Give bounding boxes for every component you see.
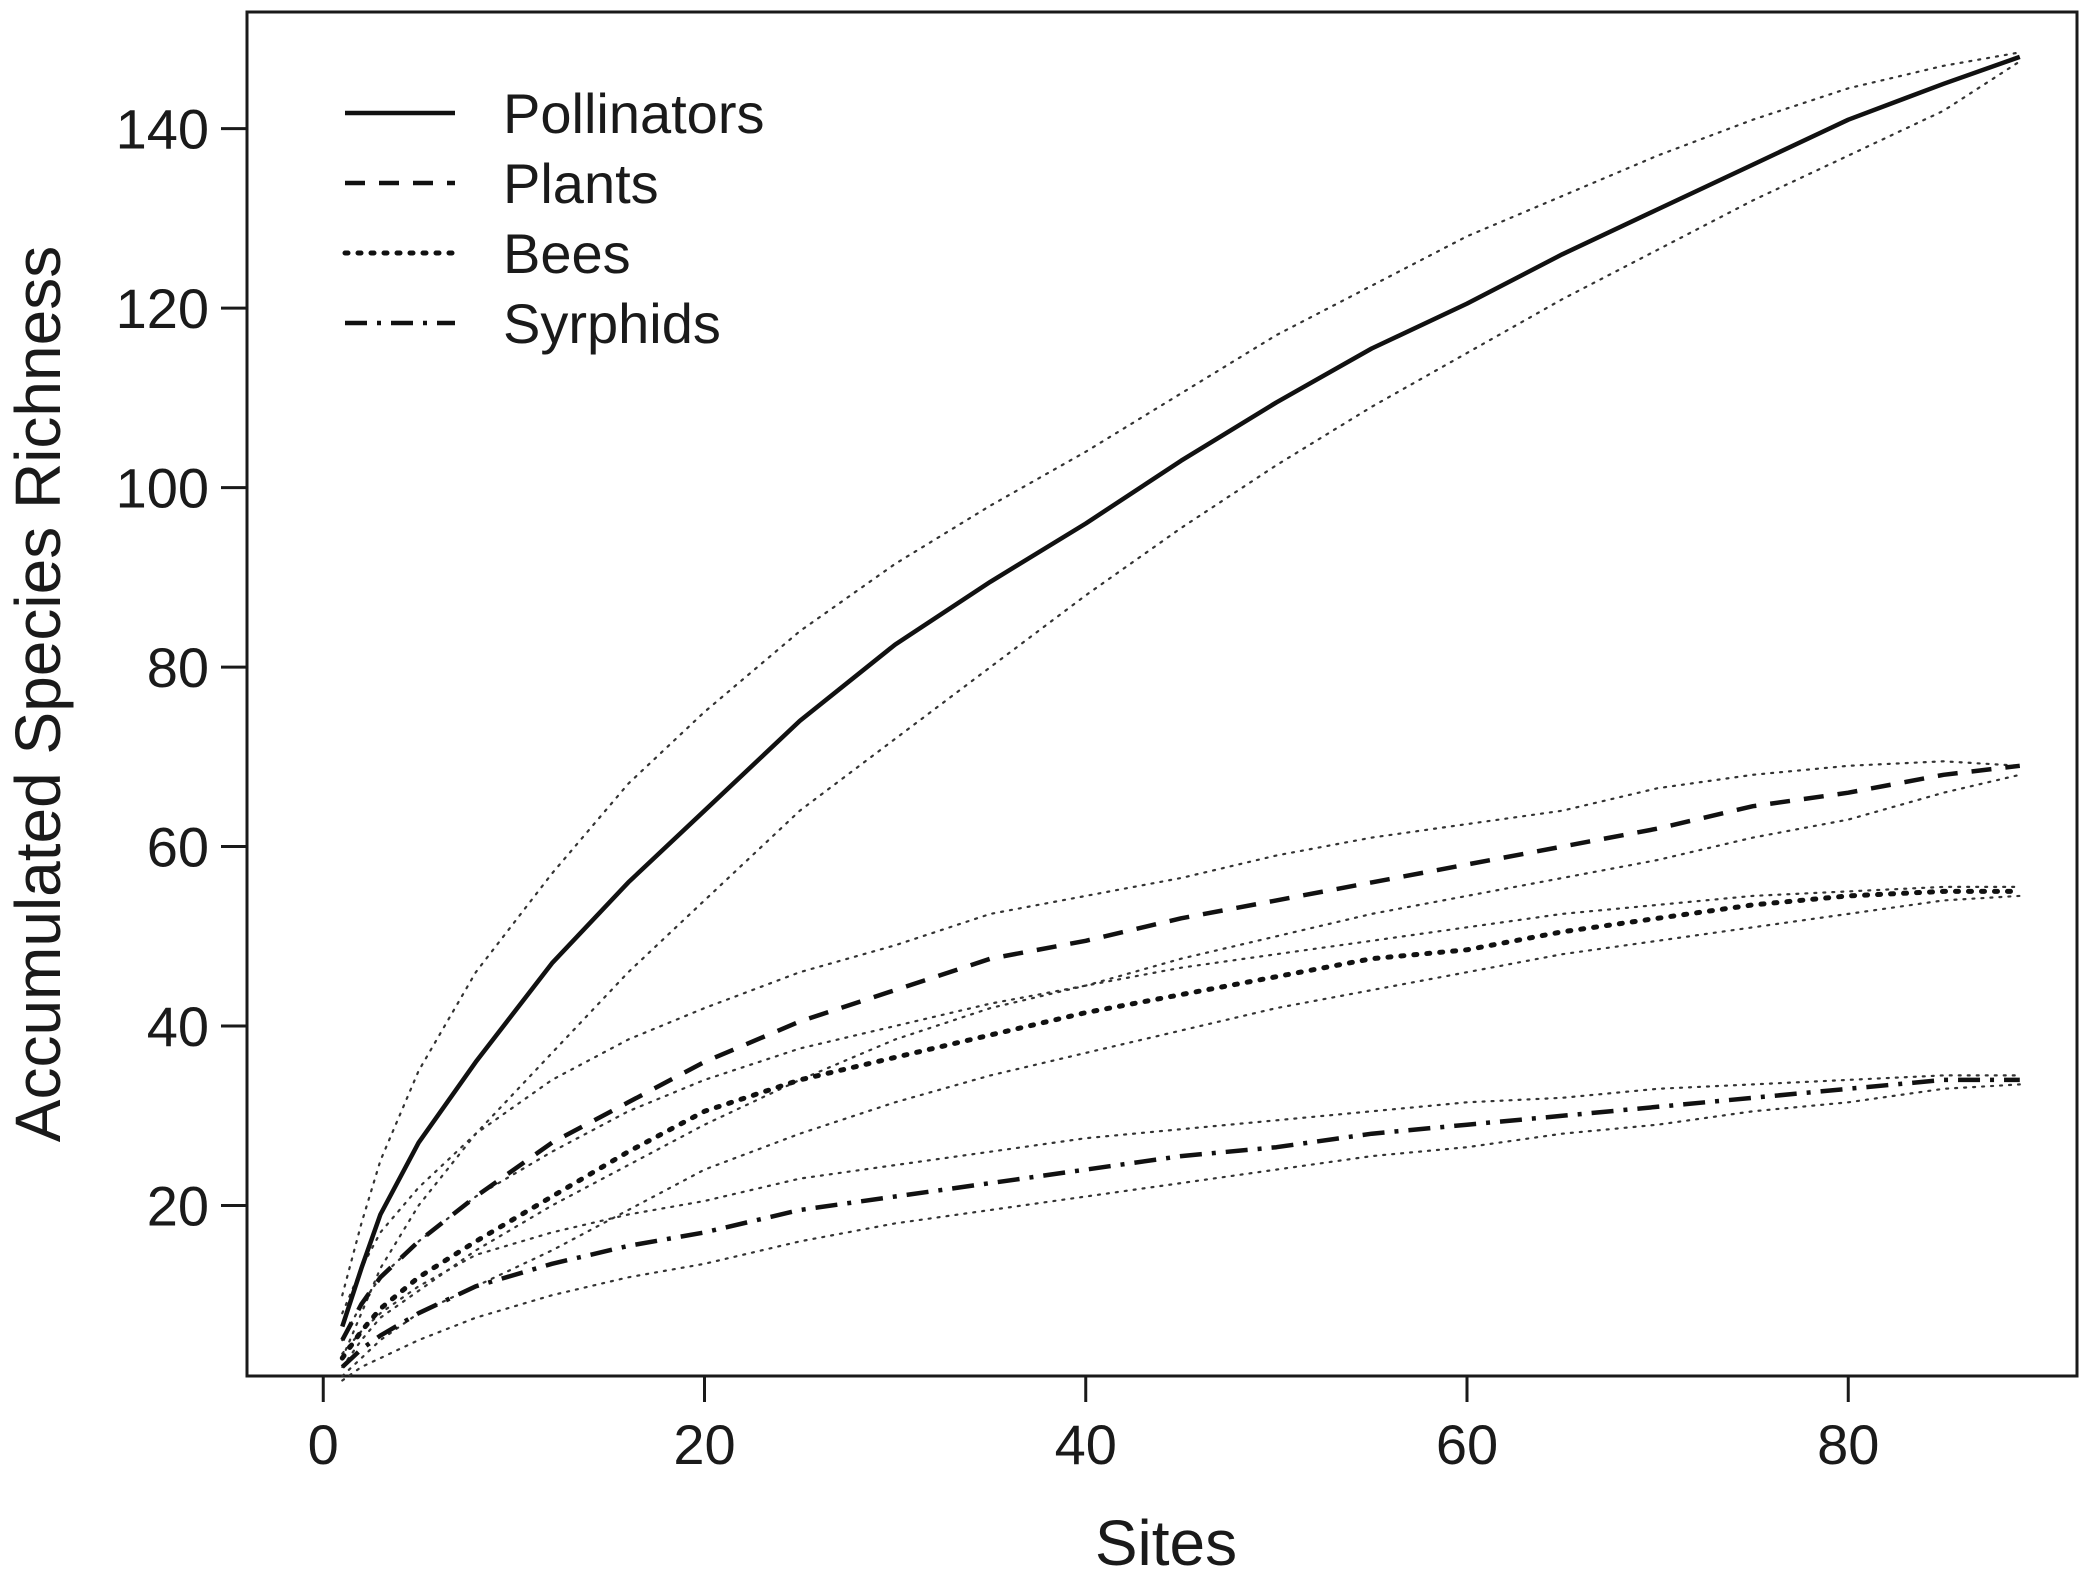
bees-ci-upper-line	[341, 885, 2021, 1342]
plants-ci-upper-line	[341, 760, 2021, 1315]
y-tick-label: 100	[116, 457, 209, 520]
y-axis: 20 40 60 80 100 120 140	[116, 98, 247, 1238]
y-tick-label: 120	[116, 277, 209, 340]
legend: Pollinators Plants Bees Syrphids	[342, 82, 764, 355]
legend-label-syrphids: Syrphids	[503, 292, 721, 355]
x-axis-title: Sites	[1095, 1507, 1237, 1576]
x-tick-label: 20	[673, 1413, 735, 1476]
pollinators-series-line	[340, 54, 2021, 1328]
legend-label-plants: Plants	[503, 152, 659, 215]
x-axis: 0 20 40 60 80	[308, 1376, 1879, 1476]
x-tick-label: 60	[1436, 1413, 1498, 1476]
y-tick-label: 80	[147, 636, 209, 699]
confidence-bands	[341, 51, 2021, 1382]
legend-label-pollinators: Pollinators	[503, 82, 764, 145]
syrphids-ci-lower-line	[341, 1083, 2021, 1382]
x-tick-label: 40	[1055, 1413, 1117, 1476]
syrphids-series-line	[340, 1077, 2020, 1369]
y-tick-label: 20	[147, 1175, 209, 1238]
x-tick-label: 0	[308, 1413, 339, 1476]
pollinators-ci-lower-line	[341, 60, 2021, 1360]
plot-frame	[245, 10, 2079, 1378]
y-axis-title: Accumulated Species Richness	[2, 246, 74, 1142]
y-tick-label: 140	[116, 98, 209, 161]
bees-ci-lower-line	[341, 894, 2021, 1378]
y-tick-label: 60	[147, 816, 209, 879]
pollinators-ci-upper-line	[341, 51, 2021, 1297]
x-tick-label: 80	[1817, 1413, 1879, 1476]
legend-label-bees: Bees	[503, 222, 631, 285]
plants-series-line	[340, 763, 2021, 1342]
series-lines	[339, 54, 2023, 1369]
bees-series-line	[339, 888, 2023, 1361]
plants-ci-lower-line	[341, 773, 2021, 1369]
syrphids-ci-upper-line	[341, 1074, 2021, 1355]
y-tick-label: 40	[147, 995, 209, 1058]
